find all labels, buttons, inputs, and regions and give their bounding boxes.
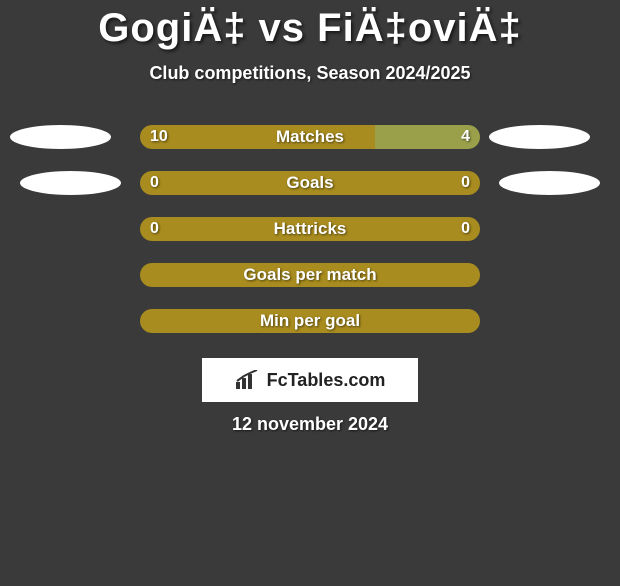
stat-row: Matches104 (0, 114, 620, 160)
player-right-marker (499, 171, 600, 195)
stat-bar-track (140, 125, 480, 149)
stat-row: Hattricks00 (0, 206, 620, 252)
player-left-marker (20, 171, 121, 195)
player-left-marker (10, 125, 111, 149)
stat-bar-track (140, 309, 480, 333)
stat-bar-left (140, 171, 480, 195)
date-label: 12 november 2024 (0, 414, 620, 435)
logo-text: FcTables.com (267, 370, 386, 391)
subtitle: Club competitions, Season 2024/2025 (0, 63, 620, 84)
stat-bar-track (140, 171, 480, 195)
bar-chart-icon (235, 370, 261, 390)
stat-bar-track (140, 263, 480, 287)
logo-box: FcTables.com (202, 358, 418, 402)
stat-bar-left (140, 309, 480, 333)
stat-row: Goals per match (0, 252, 620, 298)
stat-bar-track (140, 217, 480, 241)
player-right-marker (489, 125, 590, 149)
comparison-chart: Matches104Goals00Hattricks00Goals per ma… (0, 114, 620, 344)
stat-bar-left (140, 263, 480, 287)
stat-bar-left (140, 217, 480, 241)
stat-row: Goals00 (0, 160, 620, 206)
stat-bar-right (375, 125, 480, 149)
stat-row: Min per goal (0, 298, 620, 344)
stat-bar-left (140, 125, 375, 149)
page-title: GogiÄ‡ vs FiÄ‡oviÄ‡ (0, 6, 620, 51)
